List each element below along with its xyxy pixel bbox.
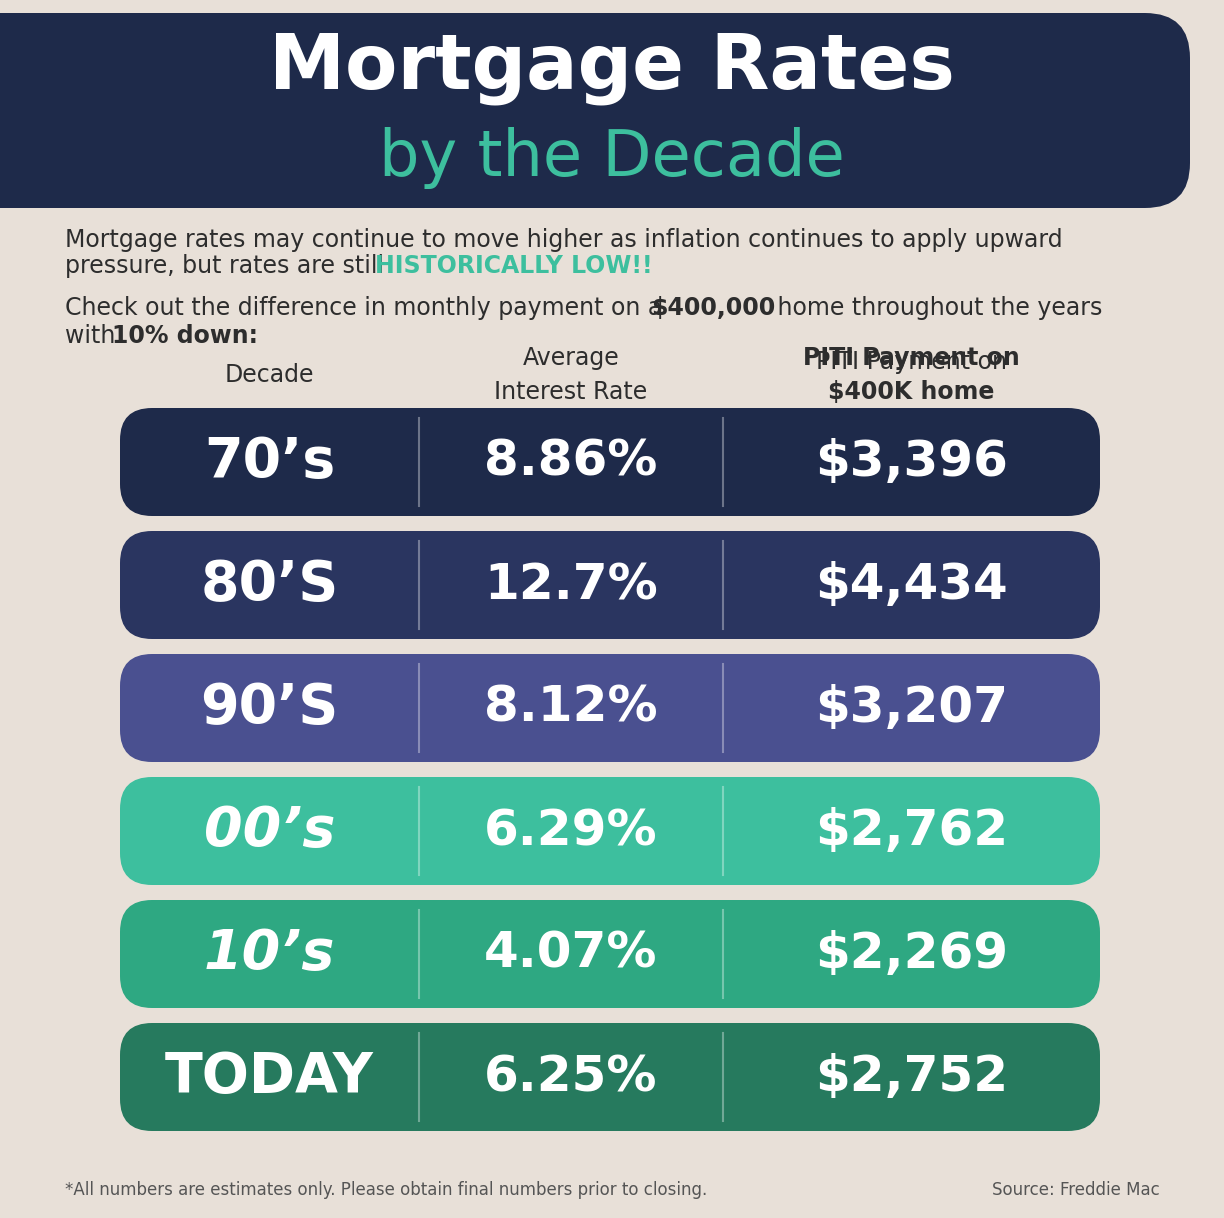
Text: 90’S: 90’S (201, 681, 339, 734)
Text: 6.29%: 6.29% (483, 808, 657, 855)
Text: $3,207: $3,207 (815, 685, 1007, 732)
Text: TODAY: TODAY (165, 1050, 373, 1104)
Text: 8.12%: 8.12% (483, 685, 657, 732)
Text: by the Decade: by the Decade (379, 127, 845, 189)
Text: PITI Payment on
$400K home: PITI Payment on $400K home (803, 346, 1020, 403)
Text: 6.25%: 6.25% (483, 1054, 657, 1101)
Text: 10’s: 10’s (203, 927, 335, 980)
Text: HISTORICALLY LOW!!: HISTORICALLY LOW!! (375, 255, 652, 278)
FancyBboxPatch shape (31, 13, 1190, 208)
Text: Decade: Decade (225, 363, 315, 387)
Text: Source: Freddie Mac: Source: Freddie Mac (993, 1181, 1160, 1199)
Text: *All numbers are estimates only. Please obtain final numbers prior to closing.: *All numbers are estimates only. Please … (65, 1181, 707, 1199)
Text: $2,762: $2,762 (815, 808, 1007, 855)
Text: 8.86%: 8.86% (485, 438, 657, 486)
FancyBboxPatch shape (120, 531, 1100, 639)
FancyBboxPatch shape (120, 900, 1100, 1009)
Text: PITI Payment on: PITI Payment on (816, 350, 1007, 374)
FancyBboxPatch shape (120, 654, 1100, 762)
Text: home throughout the years: home throughout the years (770, 296, 1103, 320)
Text: 10% down:: 10% down: (113, 324, 258, 348)
FancyBboxPatch shape (120, 1023, 1100, 1132)
Text: 4.07%: 4.07% (483, 931, 657, 978)
Text: $400,000: $400,000 (651, 296, 775, 320)
FancyBboxPatch shape (120, 777, 1100, 885)
Text: $2,752: $2,752 (815, 1054, 1007, 1101)
Text: with: with (65, 324, 122, 348)
Text: $2,269: $2,269 (815, 931, 1007, 978)
Text: pressure, but rates are still: pressure, but rates are still (65, 255, 392, 278)
FancyBboxPatch shape (120, 408, 1100, 516)
Text: 00’s: 00’s (203, 804, 335, 857)
Text: $4,434: $4,434 (815, 561, 1007, 609)
Bar (0, 13, 120, 208)
Text: $3,396: $3,396 (815, 438, 1007, 486)
Text: Average
Interest Rate: Average Interest Rate (494, 346, 647, 403)
Text: 70’s: 70’s (204, 435, 335, 488)
Text: 80’S: 80’S (201, 558, 339, 611)
Text: Mortgage rates may continue to move higher as inflation continues to apply upwar: Mortgage rates may continue to move high… (65, 228, 1062, 252)
Text: Check out the difference in monthly payment on a: Check out the difference in monthly paym… (65, 296, 670, 320)
Text: 12.7%: 12.7% (483, 561, 657, 609)
Text: Mortgage Rates: Mortgage Rates (269, 30, 955, 105)
